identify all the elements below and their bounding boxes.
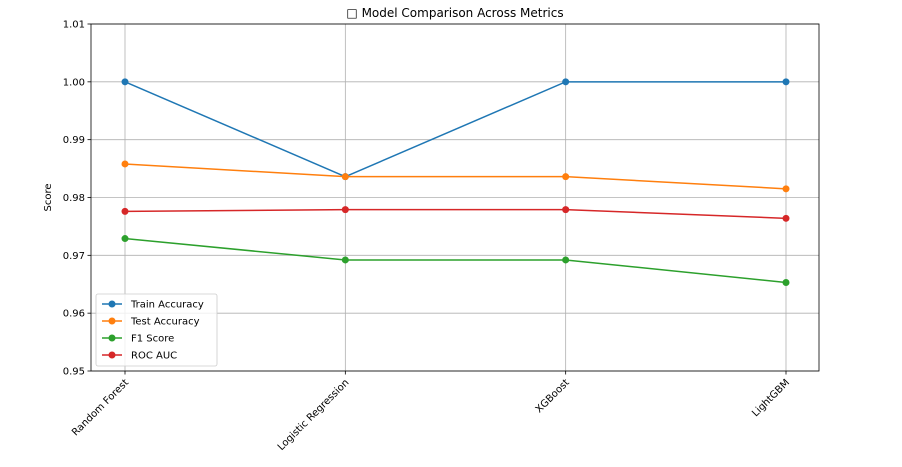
data-point [782, 78, 790, 86]
data-point [562, 256, 570, 264]
data-point [121, 235, 129, 243]
legend-box [95, 293, 218, 367]
data-point [341, 256, 349, 264]
y-tick-label: 1.00 [63, 77, 85, 88]
series-line [124, 237, 787, 284]
legend-marker [108, 300, 116, 308]
legend-marker [108, 334, 116, 342]
data-point [121, 78, 129, 86]
legend-label: F1 Score [131, 334, 174, 345]
chart-title: □ Model Comparison Across Metrics [346, 6, 563, 20]
data-point [341, 173, 349, 181]
data-point [562, 78, 570, 86]
data-point [341, 206, 349, 214]
y-tick-label: 0.99 [63, 135, 85, 146]
legend: Train Accuracy Test Accuracy F1 Score ROC A… [95, 293, 218, 367]
y-tick-label: 0.97 [63, 251, 85, 262]
y-tick-label: 1.01 [63, 20, 85, 31]
data-point [782, 214, 790, 222]
legend-label: Train Accuracy [130, 300, 204, 311]
data-point [121, 207, 129, 215]
series-line [124, 81, 786, 178]
data-point [121, 160, 129, 168]
data-point [782, 185, 790, 193]
y-axis-label: Score [43, 183, 54, 211]
legend-marker [108, 317, 116, 325]
legend-label: ROC AUC [131, 351, 177, 362]
data-point [562, 173, 570, 181]
y-tick-label: 0.96 [63, 309, 85, 320]
legend-label: Test Accuracy [130, 317, 200, 328]
series-line [124, 208, 787, 220]
data-point [562, 206, 570, 214]
series-line [124, 163, 787, 190]
y-tick-label: 0.98 [63, 193, 85, 204]
legend-marker [108, 351, 116, 359]
y-tick-label: 0.95 [63, 367, 85, 378]
data-point [782, 279, 790, 287]
series-layer [121, 78, 790, 287]
